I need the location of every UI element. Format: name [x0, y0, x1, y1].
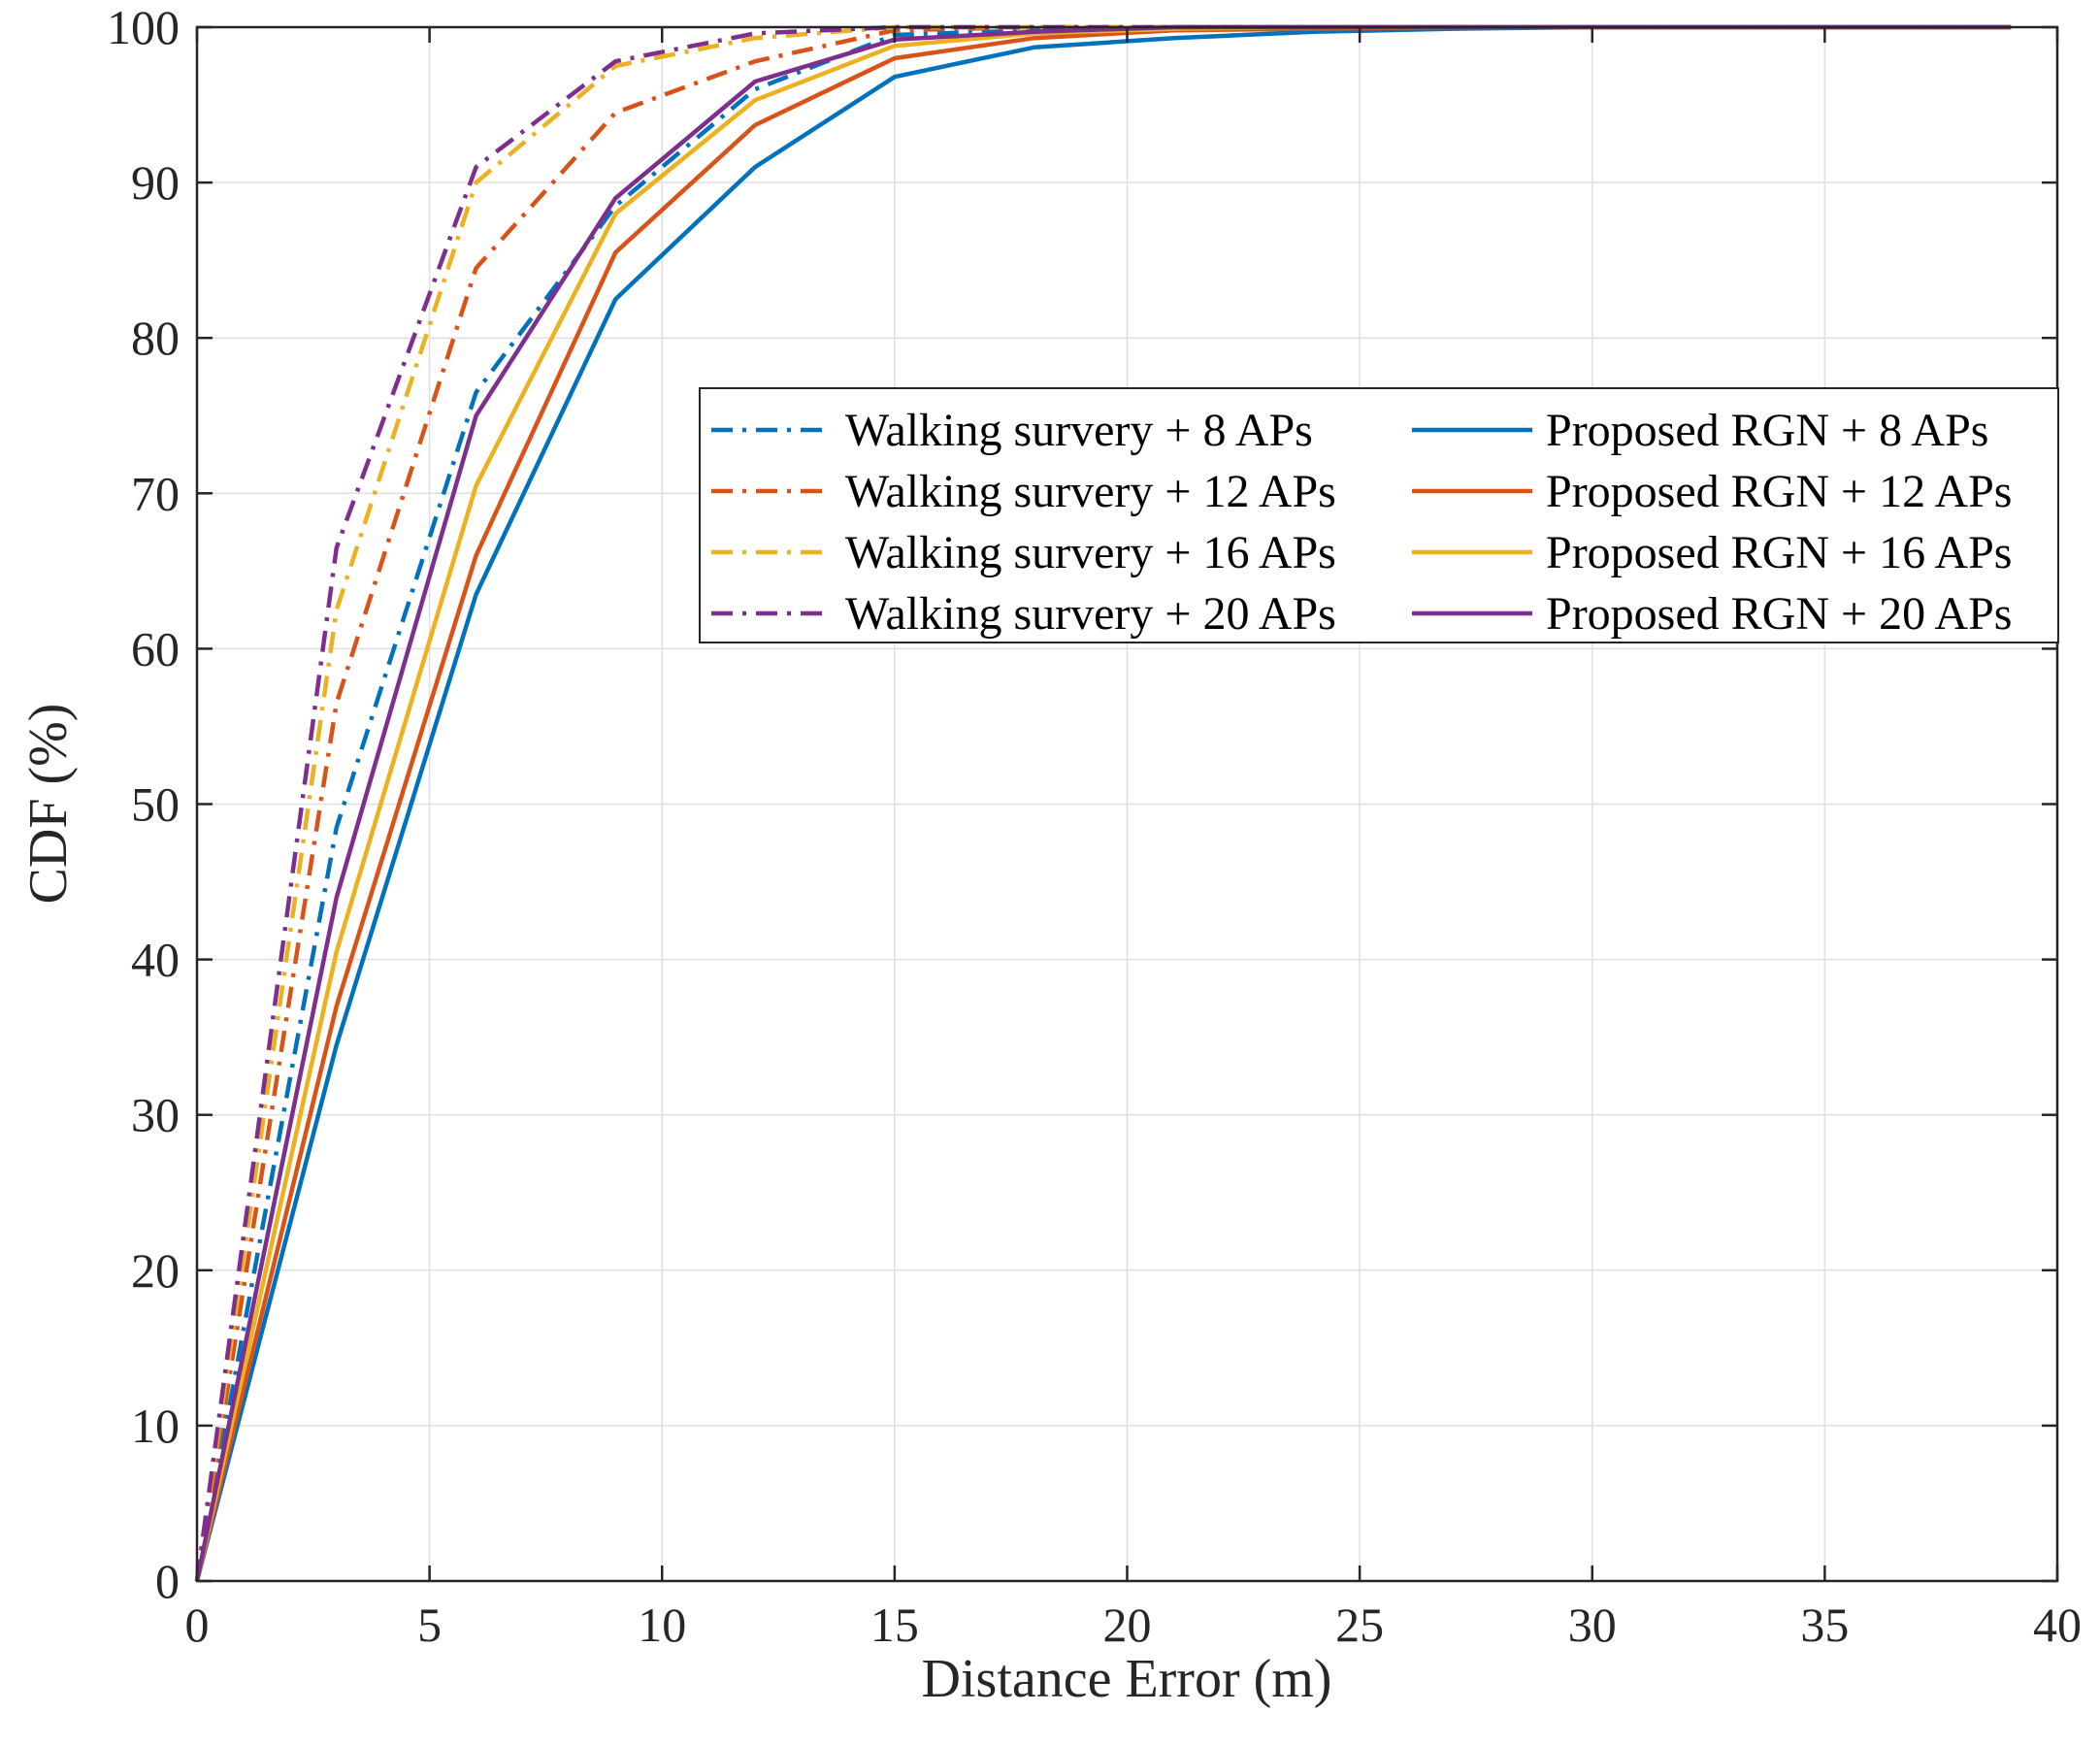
y-tick-label: 50 [131, 777, 180, 832]
x-tick-label: 0 [185, 1598, 210, 1652]
x-axis-label: Distance Error (m) [922, 1649, 1332, 1709]
legend-entry-label-8: Proposed RGN + 20 APs [1546, 588, 2012, 640]
x-tick-label: 30 [1568, 1598, 1617, 1652]
legend-entry-label-2: Walking survery + 12 APs [845, 466, 1336, 517]
x-tick-label: 35 [1800, 1598, 1849, 1652]
legend-box [699, 387, 2059, 643]
y-tick-label: 80 [131, 311, 180, 365]
y-tick-label: 60 [131, 621, 180, 675]
legend-entry-label-1: Walking survery + 8 APs [845, 405, 1313, 456]
legend-entry-label-5: Proposed RGN + 8 APs [1546, 405, 1988, 456]
legend-entry-label-3: Walking survery + 16 APs [845, 527, 1336, 578]
y-tick-label: 100 [107, 0, 180, 54]
legend-entry-label-4: Walking survery + 20 APs [845, 588, 1336, 640]
y-tick-label: 70 [131, 466, 180, 520]
x-tick-label: 40 [2033, 1598, 2082, 1652]
tick-labels: 0 5 10 15 20 25 30 35 40 0 10 20 30 40 50 60 70 80 90 100 [107, 0, 2082, 1652]
legend-entry-label-7: Proposed RGN + 16 APs [1546, 527, 2012, 578]
y-tick-label: 10 [131, 1399, 180, 1453]
x-tick-label: 5 [417, 1598, 442, 1652]
x-tick-label: 15 [870, 1598, 919, 1652]
y-tick-label: 90 [131, 155, 180, 210]
x-tick-label: 20 [1103, 1598, 1152, 1652]
y-tick-label: 0 [155, 1554, 180, 1608]
x-tick-label: 25 [1335, 1598, 1384, 1652]
y-tick-label: 30 [131, 1088, 180, 1142]
y-tick-label: 20 [131, 1243, 180, 1298]
x-tick-label: 10 [638, 1598, 686, 1652]
y-tick-label: 40 [131, 933, 180, 987]
legend: Walking survery + 8 APs Walking survery +… [699, 387, 2059, 643]
ticks [195, 25, 2059, 1583]
grid [197, 27, 2057, 1581]
legend-entry-label-6: Proposed RGN + 12 APs [1546, 466, 2012, 517]
y-axis-label: CDF (%) [18, 704, 79, 905]
